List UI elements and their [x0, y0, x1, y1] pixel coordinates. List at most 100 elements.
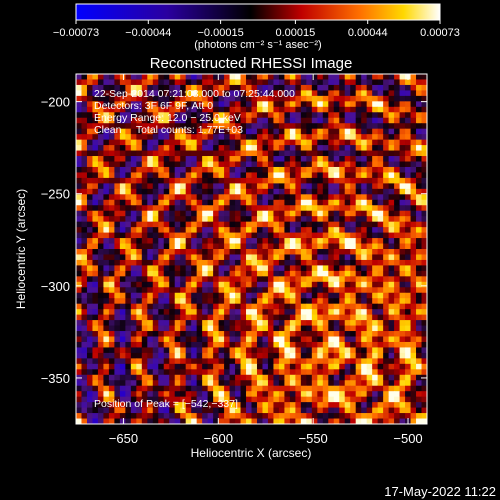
- heatmap-cell: [383, 210, 390, 217]
- heatmap-cell: [169, 238, 176, 244]
- heatmap-cell: [361, 128, 368, 135]
- heatmap-cell: [421, 199, 427, 206]
- heatmap-cell: [81, 238, 88, 244]
- heatmap-cell: [350, 259, 357, 266]
- heatmap-cell: [191, 303, 198, 310]
- heatmap-cell: [229, 166, 236, 173]
- heatmap-cell: [361, 391, 368, 398]
- heatmap-cell: [196, 347, 203, 354]
- heatmap-cell: [405, 265, 411, 272]
- heatmap-cell: [141, 402, 148, 408]
- heatmap-cell: [207, 341, 214, 348]
- heatmap-cell: [383, 150, 390, 157]
- heatmap-cell: [119, 177, 126, 184]
- heatmap-cell: [130, 265, 137, 272]
- heatmap-cell: [119, 347, 126, 354]
- heatmap-cell: [76, 314, 82, 321]
- heatmap-cell: [372, 347, 379, 354]
- heatmap-cell: [196, 161, 203, 168]
- heatmap-cell: [322, 106, 329, 113]
- heatmap-cell: [141, 216, 148, 223]
- heatmap-cell: [322, 90, 329, 97]
- heatmap-cell: [394, 238, 400, 244]
- heatmap-cell: [322, 270, 329, 277]
- heatmap-cell: [125, 287, 132, 294]
- heatmap-cell: [350, 199, 357, 206]
- heatmap-cell: [136, 341, 143, 348]
- heatmap-cell: [256, 298, 263, 305]
- heatmap-cell: [317, 331, 324, 337]
- heatmap-cell: [235, 347, 241, 354]
- heatmap-cell: [256, 303, 263, 310]
- heatmap-cell: [399, 336, 406, 343]
- heatmap-cell: [202, 188, 209, 195]
- heatmap-cell: [284, 331, 291, 337]
- heatmap-cell: [136, 391, 143, 398]
- heatmap-cell: [114, 166, 121, 173]
- heatmap-cell: [355, 145, 362, 151]
- heatmap-cell: [306, 413, 313, 419]
- heatmap-cell: [328, 396, 335, 403]
- heatmap-cell: [317, 210, 324, 217]
- heatmap-cell: [355, 402, 362, 408]
- heatmap-cell: [273, 210, 280, 217]
- heatmap-cell: [185, 363, 192, 370]
- heatmap-cell: [125, 95, 132, 102]
- heatmap-cell: [284, 358, 291, 365]
- heatmap-cell: [251, 156, 258, 162]
- heatmap-cell: [405, 292, 411, 299]
- heatmap-cell: [267, 95, 274, 102]
- heatmap-cell: [339, 156, 346, 162]
- heatmap-cell: [185, 402, 192, 408]
- heatmap-cell: [169, 84, 176, 91]
- heatmap-cell: [224, 156, 230, 162]
- heatmap-cell: [130, 243, 137, 250]
- heatmap-cell: [174, 298, 181, 305]
- heatmap-cell: [383, 385, 390, 392]
- heatmap-cell: [311, 347, 318, 354]
- heatmap-cell: [267, 292, 274, 299]
- heatmap-cell: [191, 205, 198, 212]
- heatmap-cell: [147, 183, 154, 190]
- heatmap-cell: [218, 363, 225, 370]
- heatmap-cell: [421, 265, 427, 272]
- heatmap-cell: [108, 145, 115, 151]
- heatmap-cell: [366, 298, 373, 305]
- heatmap-cell: [229, 292, 236, 299]
- heatmap-cell: [191, 199, 198, 206]
- heatmap-cell: [152, 391, 159, 398]
- heatmap-cell: [240, 123, 247, 130]
- heatmap-cell: [388, 358, 395, 365]
- heatmap-cell: [300, 276, 307, 283]
- heatmap-cell: [405, 210, 411, 217]
- heatmap-cell: [240, 79, 247, 86]
- heatmap-cell: [141, 150, 148, 157]
- heatmap-cell: [76, 363, 82, 370]
- heatmap-cell: [125, 325, 132, 332]
- heatmap-cell: [394, 292, 400, 299]
- heatmap-cell: [410, 227, 417, 233]
- heatmap-cell: [295, 238, 302, 244]
- heatmap-cell: [394, 95, 400, 102]
- heatmap-cell: [141, 331, 148, 337]
- heatmap-cell: [366, 74, 373, 80]
- heatmap-cell: [103, 358, 110, 365]
- heatmap-cell: [377, 84, 384, 91]
- heatmap-cell: [394, 188, 400, 195]
- heatmap-cell: [163, 199, 170, 206]
- heatmap-cell: [246, 210, 252, 217]
- heatmap-cell: [185, 358, 192, 365]
- heatmap-cell: [300, 341, 307, 348]
- heatmap-cell: [81, 413, 88, 419]
- heatmap-cell: [405, 216, 411, 223]
- heatmap-cell: [130, 112, 137, 119]
- heatmap-cell: [196, 265, 203, 272]
- heatmap-cell: [399, 150, 406, 157]
- heatmap-cell: [284, 369, 291, 376]
- heatmap-cell: [218, 183, 225, 190]
- heatmap-cell: [163, 95, 170, 102]
- heatmap-cell: [136, 407, 143, 414]
- heatmap-cell: [147, 101, 154, 108]
- heatmap-cell: [284, 238, 291, 244]
- heatmap-cell: [235, 134, 241, 141]
